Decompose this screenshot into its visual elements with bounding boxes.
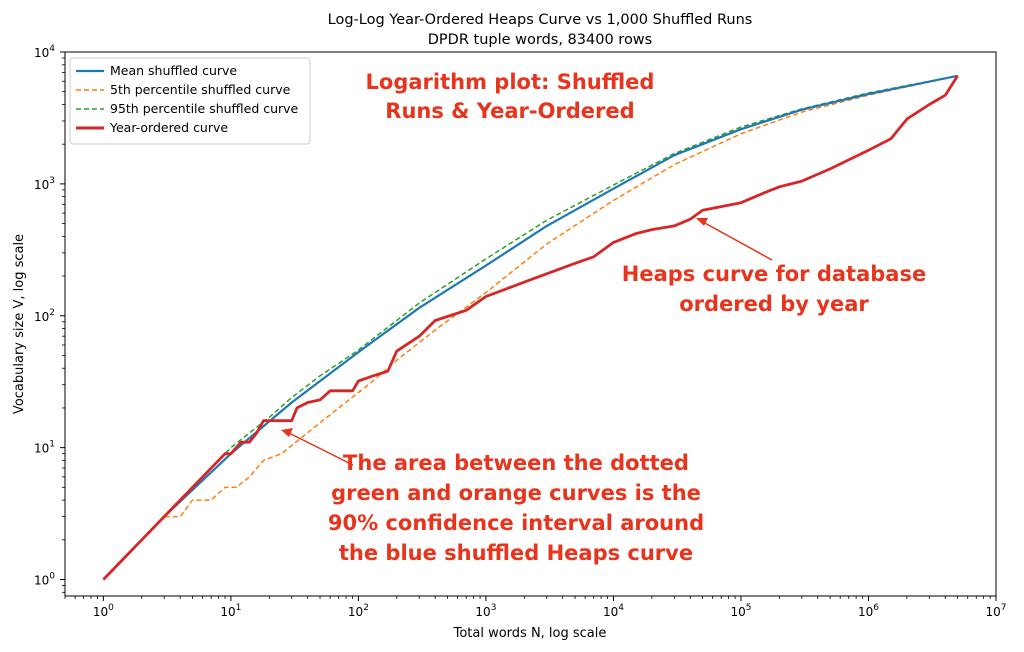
annotation-heaps-year-line1: Heaps curve for database [622, 262, 926, 286]
y-tick-label: 100 [34, 572, 55, 588]
annotation-confidence-arrowhead [281, 428, 293, 437]
annotation-log-plot-line2: Runs & Year-Ordered [385, 99, 634, 123]
series-p95-line [102, 75, 958, 581]
legend-label-p5: 5th percentile shuffled curve [110, 82, 291, 97]
plot-lines [102, 74, 959, 581]
y-tick-label: 102 [34, 308, 55, 324]
annotation-confidence-line1: The area between the dotted [343, 451, 689, 475]
x-tick-label: 104 [603, 603, 624, 619]
series-year-line [102, 75, 959, 581]
chart-subtitle: DPDR tuple words, 83400 rows [428, 32, 652, 48]
x-tick-label: 105 [730, 603, 751, 619]
annotation-log-plot-line1: Logarithm plot: Shuffled [366, 70, 655, 94]
chart-title: Log-Log Year-Ordered Heaps Curve vs 1,00… [328, 12, 753, 28]
y-axis-label: Vocabulary size V, log scale [12, 234, 27, 414]
annotation-heaps-year-line2: ordered by year [679, 292, 869, 316]
annotation-heaps-year-arrowhead [696, 218, 708, 226]
annotation-log-plot: Logarithm plot: Shuffled Runs & Year-Ord… [366, 70, 655, 123]
annotation-heaps-year-arrow [702, 221, 773, 261]
legend-box [69, 57, 311, 145]
x-tick-label: 103 [475, 603, 496, 619]
legend: Mean shuffled curve 5th percentile shuff… [69, 57, 311, 145]
legend-label-mean: Mean shuffled curve [110, 63, 237, 78]
x-tick-label: 107 [985, 603, 1006, 619]
x-tick-label: 101 [220, 603, 241, 619]
legend-label-year: Year-ordered curve [109, 120, 228, 135]
series-mean-line [102, 74, 958, 581]
y-tick-label: 104 [34, 44, 55, 60]
y-tick-label: 101 [34, 440, 55, 456]
x-tick-label: 102 [348, 603, 369, 619]
x-tick-label: 100 [93, 603, 114, 619]
plot-frame [64, 51, 997, 597]
annotation-confidence-line3: 90% confidence interval around [328, 511, 704, 535]
x-axis-ticks: 100 101 102 103 104 105 106 107 [64, 596, 1007, 619]
annotation-confidence-line4: the blue shuffled Heaps curve [339, 541, 693, 565]
annotation-confidence-arrow [286, 431, 354, 466]
annotation-confidence: The area between the dotted green and or… [281, 428, 704, 565]
y-tick-label: 103 [34, 176, 55, 192]
x-tick-label: 106 [858, 603, 879, 619]
legend-label-p95: 95th percentile shuffled curve [110, 101, 299, 116]
series-p5-line [102, 75, 958, 581]
annotation-confidence-line2: green and orange curves is the [331, 481, 701, 505]
y-axis-ticks: 100 101 102 103 104 [34, 44, 65, 593]
annotation-heaps-year: Heaps curve for database ordered by year [622, 218, 926, 316]
x-axis-label: Total words N, log scale [453, 626, 607, 641]
